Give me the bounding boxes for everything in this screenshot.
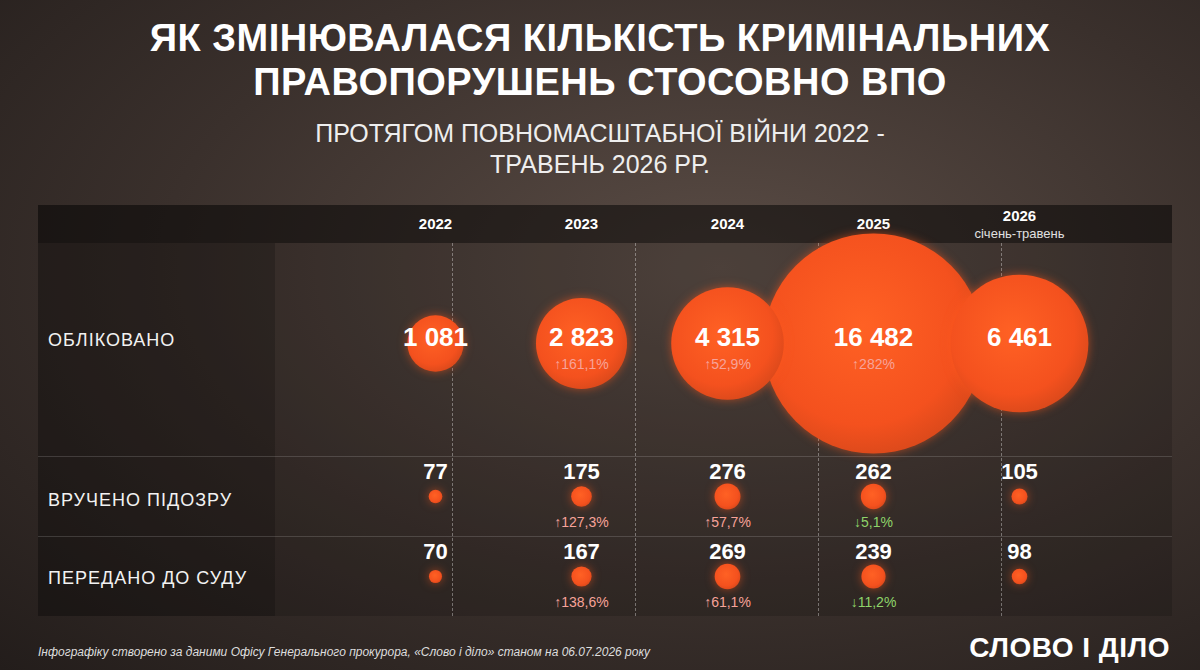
svg-text:↑52,9%: ↑52,9%: [704, 356, 751, 372]
svg-text:січень-травень: січень-травень: [974, 226, 1064, 241]
html-text:ОБЛІКОВАНО: ОБЛІКОВАНО: [48, 329, 176, 350]
html-text:ВРУЧЕНО ПІДОЗРУ: ВРУЧЕНО ПІДОЗРУ: [48, 489, 233, 510]
svg-text:175: 175: [563, 459, 600, 484]
svg-text:239: 239: [855, 539, 892, 564]
svg-text:276: 276: [709, 459, 746, 484]
svg-text:↓5,1%: ↓5,1%: [854, 514, 893, 530]
svg-text:↑161,1%: ↑161,1%: [554, 356, 608, 372]
svg-text:1 081: 1 081: [403, 322, 468, 352]
svg-text:↑127,3%: ↑127,3%: [554, 514, 608, 530]
svg-text:98: 98: [1007, 539, 1031, 564]
svg-text:262: 262: [855, 459, 892, 484]
svg-text:105: 105: [1001, 459, 1038, 484]
svg-text:↓11,2%: ↓11,2%: [851, 594, 897, 610]
svg-text:2026: 2026: [1003, 207, 1036, 224]
svg-text:269: 269: [709, 539, 746, 564]
html-text:ПЕРЕДАНО ДО СУДУ: ПЕРЕДАНО ДО СУДУ: [48, 567, 248, 588]
svg-text:77: 77: [423, 459, 447, 484]
svg-text:2023: 2023: [565, 215, 598, 232]
html-text:СЛОВО І ДІЛО: СЛОВО І ДІЛО: [969, 632, 1170, 663]
svg-text:↑282%: ↑282%: [852, 356, 895, 372]
svg-text:↑138,6%: ↑138,6%: [554, 594, 608, 610]
html-text:Інфографіку створено за даними: Інфографіку створено за даними Офісу Ген…: [38, 645, 651, 659]
svg-text:16 482: 16 482: [834, 322, 914, 352]
svg-text:2025: 2025: [857, 215, 890, 232]
svg-text:6 461: 6 461: [987, 322, 1052, 352]
svg-text:2 823: 2 823: [549, 322, 614, 352]
svg-text:167: 167: [563, 539, 600, 564]
svg-text:↑61,1%: ↑61,1%: [704, 594, 751, 610]
html-text:ЯК ЗМІНЮВАЛАСЯ КІЛЬКІСТЬ КРИМІ: ЯК ЗМІНЮВАЛАСЯ КІЛЬКІСТЬ КРИМІНАЛЬНИХ ПР…: [149, 17, 1051, 103]
svg-text:2022: 2022: [419, 215, 452, 232]
html-text:ПРОТЯГОМ ПОВНОМАСШТАБНОЇ ВІЙНИ: ПРОТЯГОМ ПОВНОМАСШТАБНОЇ ВІЙНИ 2022 - ТР…: [315, 119, 885, 178]
svg-text:2024: 2024: [711, 215, 745, 232]
svg-text:70: 70: [423, 539, 447, 564]
svg-text:4 315: 4 315: [695, 322, 760, 352]
svg-text:↑57,7%: ↑57,7%: [704, 514, 751, 530]
